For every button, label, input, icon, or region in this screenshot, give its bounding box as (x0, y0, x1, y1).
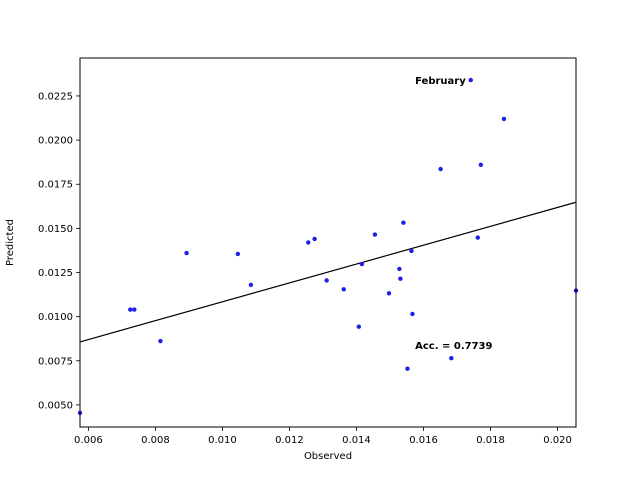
data-point (184, 250, 189, 256)
data-point (397, 266, 402, 272)
data-point (128, 307, 133, 312)
data-point (501, 116, 507, 122)
data-point (405, 366, 410, 371)
data-point (398, 276, 403, 281)
data-point (468, 77, 473, 83)
y-axis-label: Predicted (5, 219, 16, 266)
y-tick-label: 0.0050 (38, 400, 73, 411)
data-point (248, 282, 254, 288)
y-tick-label: 0.0225 (38, 91, 73, 102)
y-tick-label: 0.0200 (38, 136, 73, 147)
x-tick-label: 0.008 (141, 435, 170, 446)
y-tick-label: 0.0150 (38, 224, 73, 235)
y-tick-label: 0.0125 (38, 268, 73, 279)
data-point (306, 240, 311, 245)
plot-frame (79, 57, 577, 428)
data-point (312, 236, 317, 242)
x-tick-label: 0.012 (275, 435, 304, 446)
x-tick-label: 0.006 (74, 435, 103, 446)
y-tick-label: 0.0075 (38, 356, 73, 367)
data-point (359, 261, 365, 267)
x-tick-label: 0.016 (409, 435, 438, 446)
data-point (158, 338, 163, 344)
annotation-month: February (415, 76, 466, 87)
data-point (341, 287, 346, 292)
data-point (475, 235, 481, 240)
data-point (356, 324, 362, 329)
x-tick-label: 0.018 (476, 435, 505, 446)
y-tick-label: 0.0175 (38, 180, 73, 191)
annotation-accuracy: Acc. = 0.7739 (415, 341, 492, 352)
x-tick-label: 0.014 (342, 435, 371, 446)
data-point (438, 166, 443, 172)
data-point (235, 251, 241, 257)
data-point (386, 291, 392, 296)
data-point (372, 232, 378, 237)
y-tick-label: 0.0100 (38, 312, 73, 323)
data-point (324, 278, 329, 283)
data-point (132, 307, 137, 312)
x-axis-label: Observed (304, 451, 352, 462)
data-point (401, 220, 406, 225)
data-point (449, 355, 454, 361)
x-tick-label: 0.020 (543, 435, 572, 446)
fit-line (79, 201, 577, 343)
data-point (478, 162, 484, 168)
x-tick-label: 0.010 (208, 435, 237, 446)
data-point (409, 248, 414, 254)
data-point (410, 311, 415, 317)
